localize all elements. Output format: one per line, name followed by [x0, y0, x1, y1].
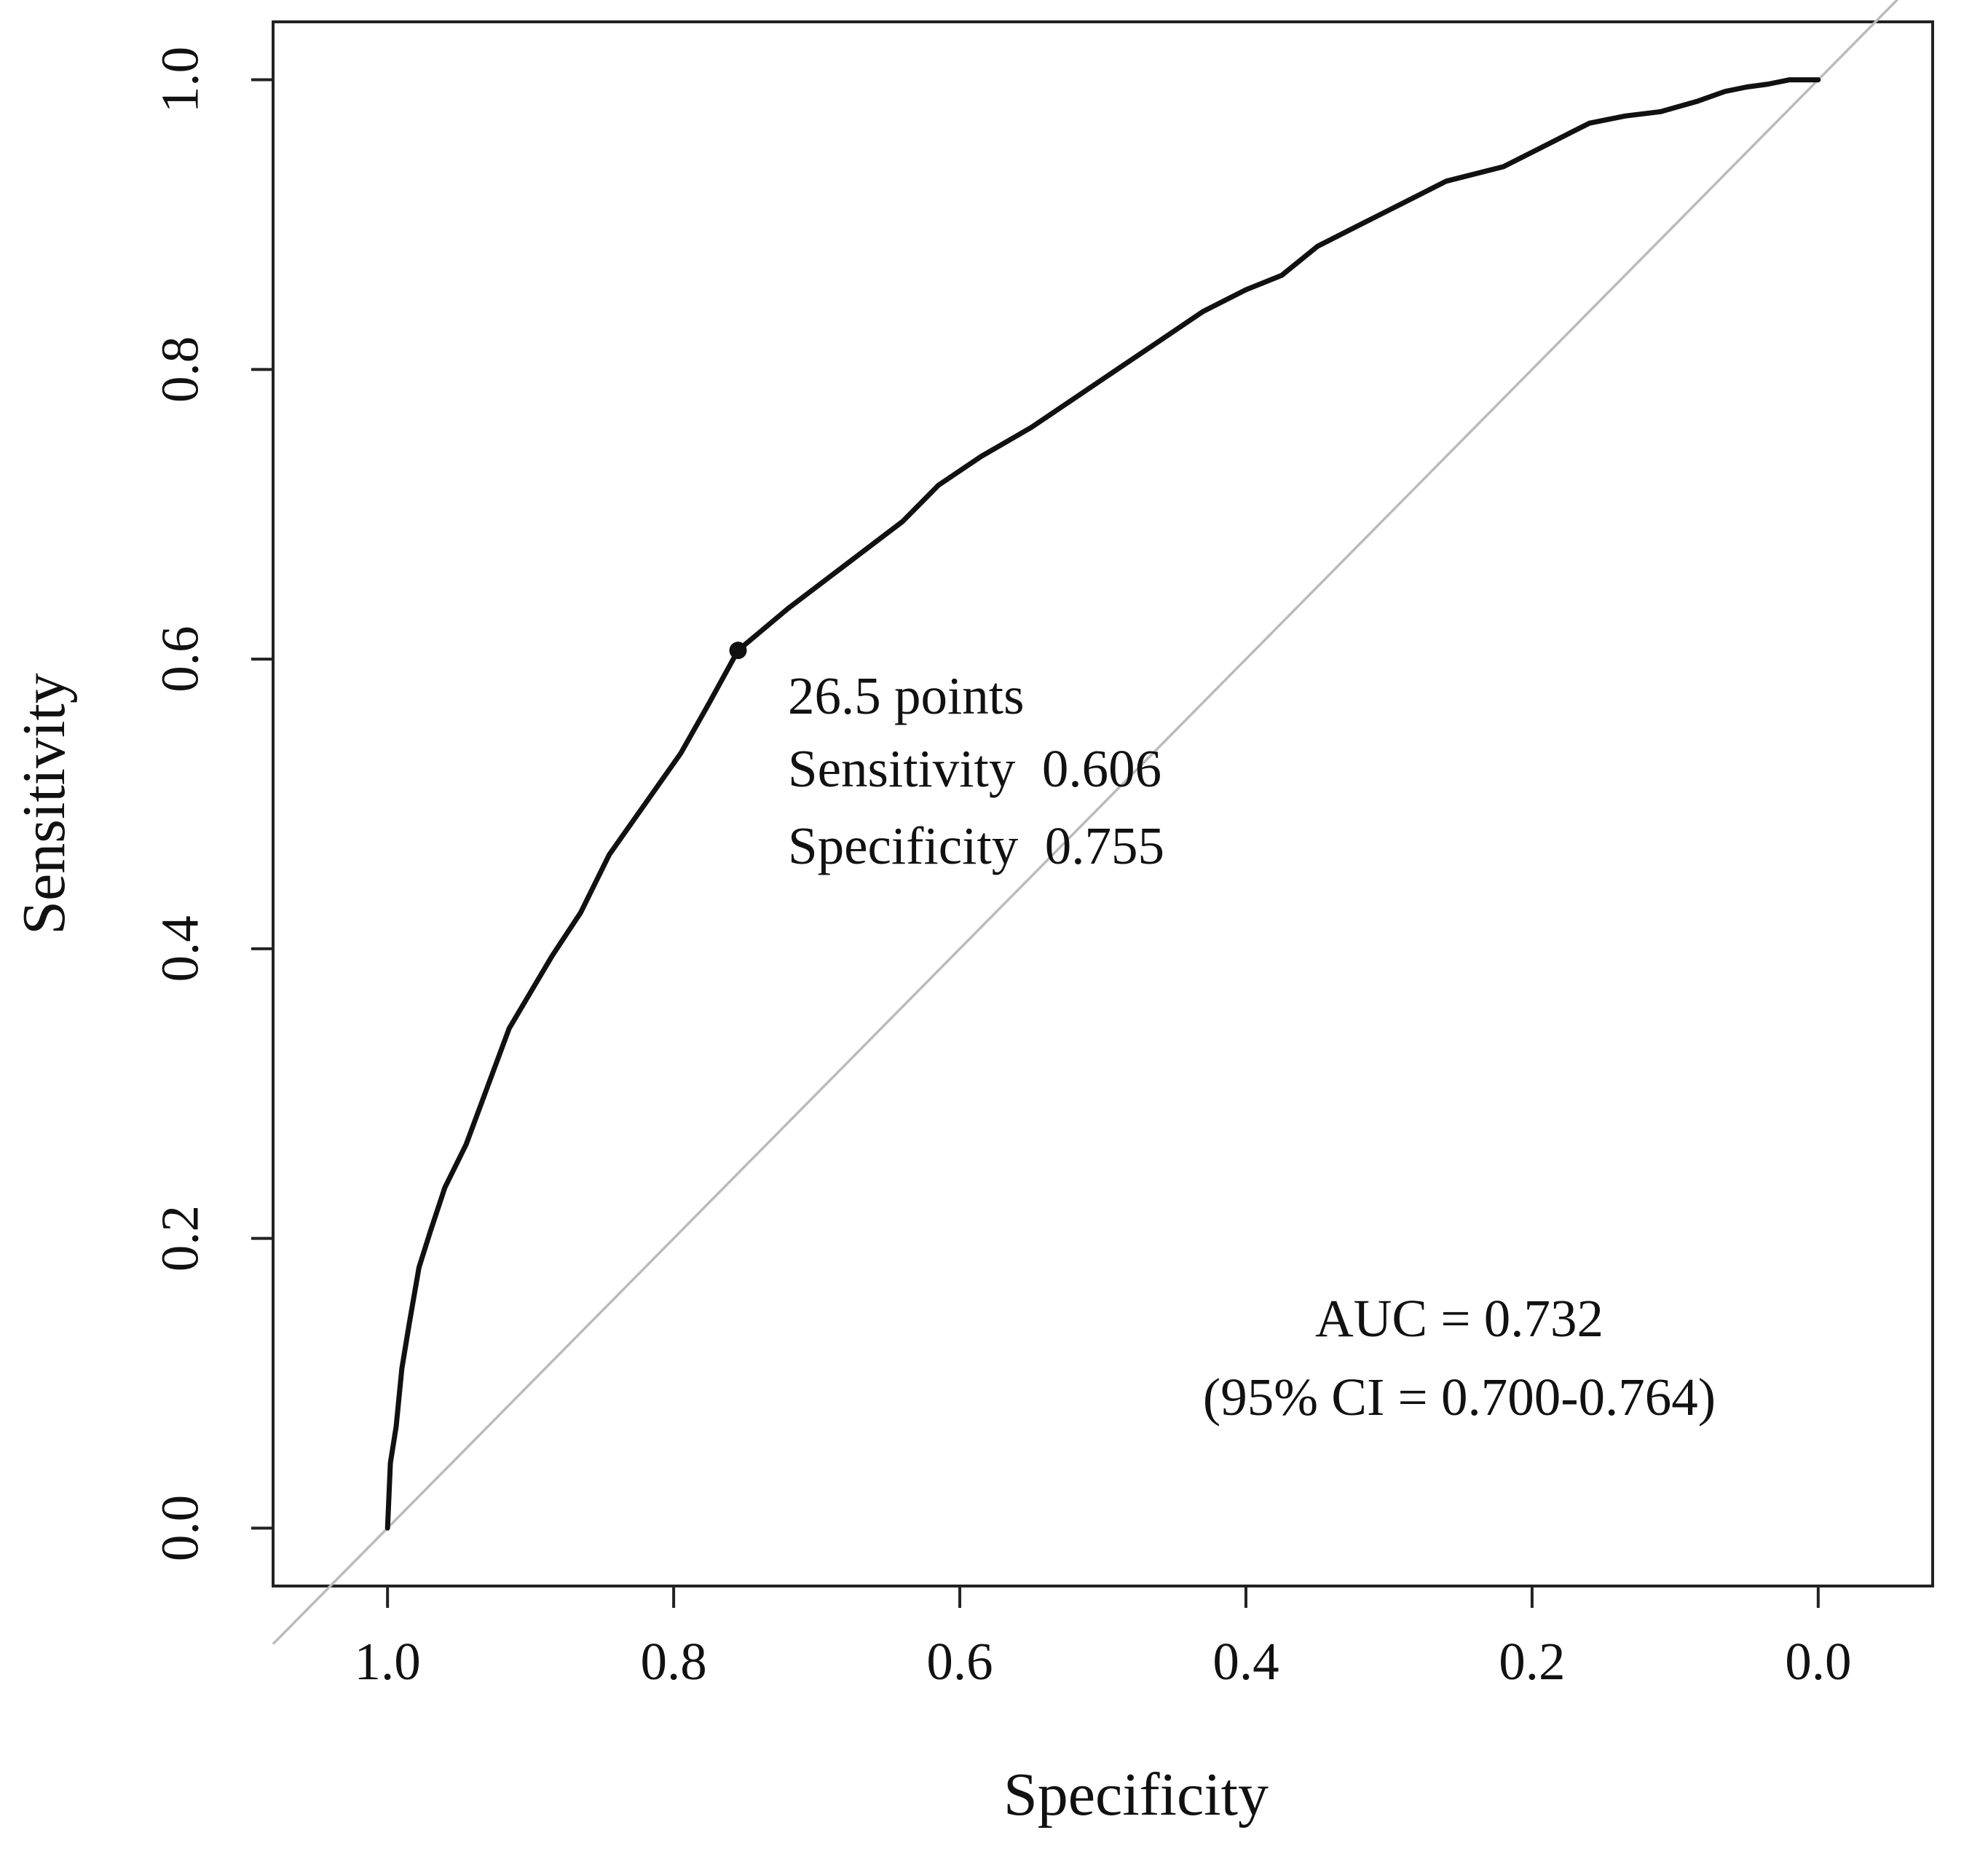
x-tick-label: 0.6	[926, 1632, 993, 1691]
series-layer	[272, 0, 1899, 1645]
y-tick-label: 1.0	[151, 47, 210, 113]
cutoff-specificity: Specificity 0.755	[788, 816, 1164, 875]
reference-line	[272, 0, 1899, 1645]
auc-confidence-interval: (95% CI = 0.700-0.764)	[1203, 1368, 1716, 1427]
x-tick-label: 0.8	[640, 1632, 706, 1691]
x-axis-ticks: 1.0 0.8 0.6 0.4 0.2 0.0	[355, 1586, 1851, 1691]
y-tick-label: 0.4	[151, 915, 210, 982]
y-tick-label: 0.0	[151, 1495, 210, 1561]
auc-value: AUC = 0.732	[1315, 1289, 1604, 1348]
y-tick-label: 0.8	[151, 336, 210, 403]
x-tick-label: 0.2	[1499, 1632, 1565, 1691]
x-axis-title: Specificity	[1003, 1761, 1269, 1829]
cutoff-point	[729, 642, 747, 660]
y-tick-label: 0.2	[151, 1205, 210, 1271]
annotations: 26.5 points Sensitivity 0.606 Specificit…	[788, 666, 1716, 1427]
roc-curve	[384, 77, 1821, 1531]
y-axis-title: Sensitivity	[10, 673, 78, 934]
x-tick-label: 0.4	[1212, 1632, 1279, 1691]
cutoff-sensitivity: Sensitivity 0.606	[788, 739, 1161, 798]
y-tick-label: 0.6	[151, 626, 210, 692]
x-tick-label: 0.0	[1785, 1632, 1851, 1691]
x-tick-label: 1.0	[355, 1632, 421, 1691]
cutoff-label: 26.5 points	[788, 666, 1024, 725]
y-axis-ticks: 0.0 0.2 0.4 0.6 0.8 1.0	[151, 47, 273, 1561]
